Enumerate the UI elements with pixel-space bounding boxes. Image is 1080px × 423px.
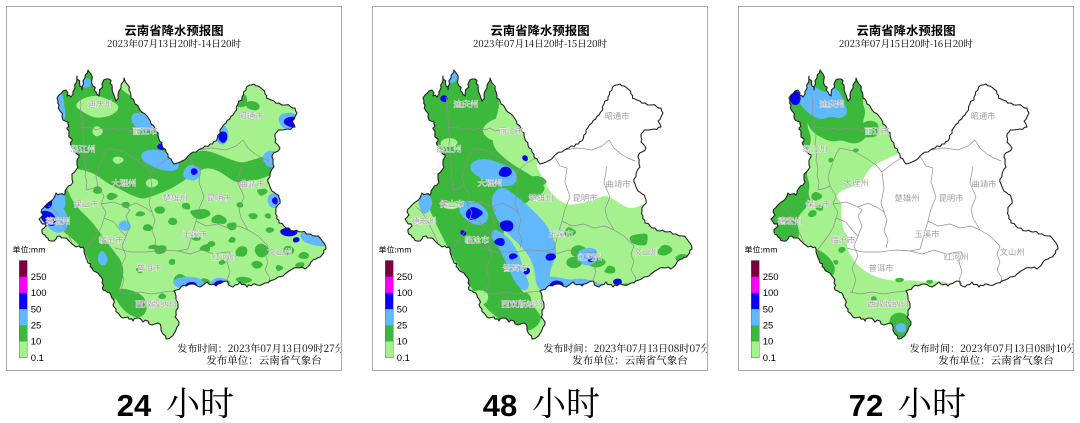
svg-text:24: 24: [117, 388, 152, 423]
svg-text:10: 10: [397, 337, 408, 348]
svg-text:250: 250: [397, 272, 413, 283]
svg-text:0.1: 0.1: [763, 353, 776, 364]
svg-text:50: 50: [397, 304, 408, 315]
svg-text:48: 48: [483, 388, 517, 423]
svg-text:0.1: 0.1: [31, 353, 44, 364]
svg-text:25: 25: [763, 321, 774, 332]
svg-text:100: 100: [763, 288, 779, 299]
svg-text:0.1: 0.1: [397, 353, 410, 364]
svg-text:10: 10: [31, 337, 42, 348]
svg-text:250: 250: [763, 272, 779, 283]
svg-text:25: 25: [397, 321, 408, 332]
svg-text:50: 50: [763, 304, 774, 315]
svg-text:72: 72: [849, 388, 883, 423]
svg-text:50: 50: [31, 304, 42, 315]
svg-text:250: 250: [31, 272, 47, 283]
svg-text:25: 25: [31, 321, 42, 332]
svg-text:100: 100: [31, 288, 47, 299]
svg-text:10: 10: [763, 337, 774, 348]
svg-text:100: 100: [397, 288, 413, 299]
